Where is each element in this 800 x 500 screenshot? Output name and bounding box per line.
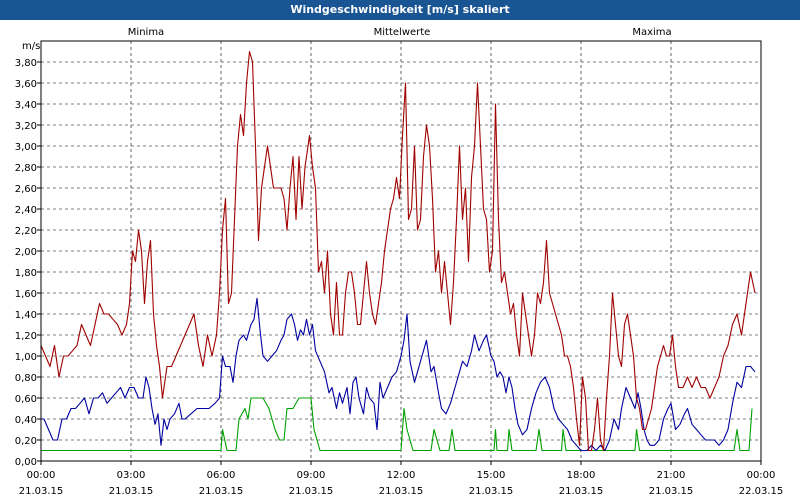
x-tick-date-label: 22.03.15 (739, 486, 784, 497)
y-tick-label: 2,20 (15, 226, 37, 237)
y-tick-label: 3,00 (15, 142, 37, 153)
y-tick-label: 0,20 (15, 436, 37, 447)
x-tick-date-label: 21.03.15 (199, 486, 244, 497)
window-title: Windgeschwindigkeit [m/s] skaliert (0, 0, 800, 20)
y-tick-label: 2,00 (15, 247, 37, 258)
y-tick-label: 0,40 (15, 415, 37, 426)
y-tick-label: 1,60 (15, 289, 37, 300)
y-tick-label: 3,60 (15, 79, 37, 90)
legend-minima: Minima (128, 27, 164, 38)
x-tick-time-label: 21:00 (657, 470, 686, 481)
y-tick-label: 1,00 (15, 352, 37, 363)
x-tick-date-label: 21.03.15 (469, 486, 514, 497)
y-tick-label: 3,40 (15, 100, 37, 111)
x-tick-date-label: 21.03.15 (289, 486, 334, 497)
x-tick-labels: 00:00 21.03.15 03:00 21.03.15 06:00 21.03.15 0… (19, 470, 784, 497)
x-tick-time-label: 18:00 (567, 470, 596, 481)
y-tick-label: 3,20 (15, 121, 37, 132)
x-tick-date-label: 21.03.15 (379, 486, 424, 497)
plot-frame (40, 40, 762, 462)
x-tick-time-label: 06:00 (207, 470, 236, 481)
x-tick-date-label: 21.03.15 (649, 486, 694, 497)
legend-maxima: Maxima (632, 27, 671, 38)
x-tick-time-label: 00:00 (747, 470, 776, 481)
x-tick-time-label: 09:00 (297, 470, 326, 481)
y-tick-label: 0,80 (15, 373, 37, 384)
x-tick-time-label: 00:00 (27, 470, 56, 481)
y-tick-label: 0,00 (15, 457, 37, 468)
y-tick-label: 0,60 (15, 394, 37, 405)
x-tick-time-label: 15:00 (477, 470, 506, 481)
grid (41, 41, 761, 462)
series-group (40, 50, 756, 452)
y-tick-label: 1,20 (15, 331, 37, 342)
x-tick-time-label: 12:00 (387, 470, 416, 481)
y-tick-label: 2,80 (15, 163, 37, 174)
y-tick-labels: 0,00 0,20 0,40 0,60 0,80 1,00 1,20 1,40 1,60 1,80… (15, 58, 37, 468)
x-tick-date-label: 21.03.15 (559, 486, 604, 497)
y-axis-unit-label: m/s (22, 41, 40, 52)
y-tick-label: 1,80 (15, 268, 37, 279)
y-tick-label: 2,60 (15, 184, 37, 195)
legend-mittelwerte: Mittelwerte (374, 27, 431, 38)
mittelwerte-series-line (41, 297, 756, 452)
x-tick-date-label: 21.03.15 (19, 486, 64, 497)
y-tick-label: 2,40 (15, 205, 37, 216)
x-tick-time-label: 03:00 (117, 470, 146, 481)
axes (37, 40, 762, 465)
y-tick-label: 3,80 (15, 58, 37, 69)
x-tick-date-label: 21.03.15 (109, 486, 154, 497)
minima-series-line (41, 397, 753, 452)
maxima-series-line (40, 50, 756, 452)
y-tick-label: 1,40 (15, 310, 37, 321)
